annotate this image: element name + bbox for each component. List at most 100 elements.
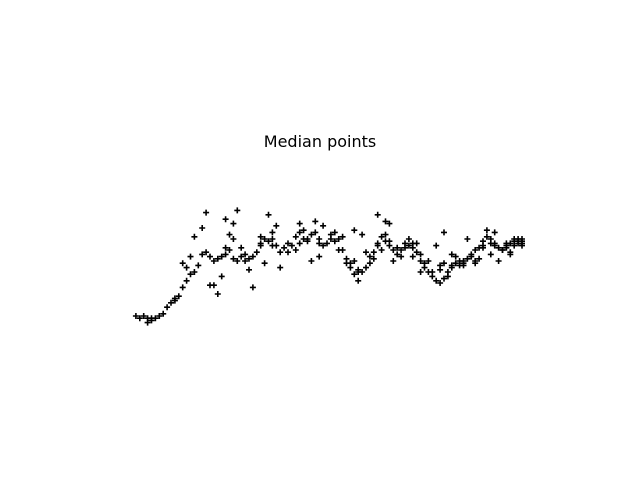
scatter-point — [374, 211, 381, 218]
scatter-point — [433, 277, 440, 284]
scatter-point — [285, 240, 291, 247]
scatter-point — [464, 236, 471, 242]
scatter-point — [152, 315, 159, 322]
scatter-point — [363, 264, 369, 271]
scatter-point — [355, 266, 362, 273]
scatter-point — [179, 260, 186, 267]
scatter-point — [355, 277, 362, 284]
scatter-point — [296, 220, 303, 227]
scatter-point — [429, 269, 436, 275]
scatter-point — [378, 233, 385, 240]
scatter-point — [327, 231, 334, 238]
scatter-point — [136, 315, 143, 322]
scatter-point — [285, 249, 291, 256]
scatter-point — [476, 255, 483, 262]
scatter-point — [261, 236, 268, 242]
scatter-point — [441, 260, 447, 267]
scatter-point — [300, 227, 307, 234]
scatter-point — [273, 222, 280, 229]
scatter-point — [386, 242, 393, 249]
scatter-point — [320, 242, 327, 249]
scatter-point — [132, 313, 139, 319]
scatter-point — [472, 247, 479, 253]
scatter-marks — [132, 207, 525, 326]
scatter-point — [269, 242, 276, 249]
scatter-point — [452, 253, 459, 260]
scatter-point — [249, 284, 256, 291]
scatter-point — [413, 240, 420, 247]
scatter-point — [394, 251, 401, 258]
scatter-point — [207, 253, 213, 260]
scatter-point — [366, 253, 373, 260]
scatter-point — [175, 293, 182, 300]
scatter-point — [261, 260, 268, 267]
scatter-point — [421, 260, 428, 267]
scatter-point — [281, 244, 288, 251]
scatter-point — [468, 253, 475, 260]
scatter-point — [441, 275, 447, 282]
scatter-point — [242, 251, 249, 258]
scatter-point — [448, 251, 455, 258]
scatter-point — [234, 207, 241, 214]
scatter-point — [339, 233, 346, 240]
scatter-point — [351, 258, 358, 264]
scatter-point — [277, 264, 284, 271]
scatter-point — [218, 253, 225, 260]
scatter-point — [312, 229, 319, 236]
scatter-point — [359, 231, 366, 238]
scatter-point — [238, 253, 245, 260]
scatter-point — [495, 244, 502, 251]
scatter-point — [234, 258, 241, 264]
scatter-point — [460, 260, 467, 267]
scatter-point — [308, 258, 315, 264]
scatter-point — [199, 251, 206, 258]
scatter-point — [441, 229, 447, 236]
scatter-point — [472, 260, 479, 267]
scatter-point — [390, 258, 397, 264]
scatter-point — [464, 255, 471, 262]
scatter-point — [417, 269, 424, 275]
scatter-point — [335, 247, 342, 253]
scatter-point — [503, 242, 510, 249]
scatter-point — [253, 249, 260, 256]
scatter-point — [277, 249, 284, 256]
scatter-point — [409, 244, 416, 251]
scatter-point — [413, 249, 420, 256]
scatter-point — [199, 225, 206, 231]
scatter-point — [203, 209, 210, 216]
scatter-point — [312, 218, 319, 225]
scatter-point — [519, 242, 525, 249]
scatter-point — [144, 319, 151, 326]
scatter-point — [405, 242, 412, 249]
scatter-point — [222, 244, 229, 251]
scatter-point — [398, 253, 405, 260]
scatter-point — [507, 251, 514, 258]
scatter-point — [288, 242, 295, 249]
scatter-point — [417, 251, 424, 258]
scatter-point — [394, 244, 401, 251]
scatter-point — [210, 258, 217, 264]
scatter-point — [238, 244, 245, 251]
scatter-point — [207, 282, 213, 289]
scatter-point — [246, 255, 252, 262]
scatter-point — [257, 233, 264, 240]
scatter-point — [483, 227, 490, 234]
scatter-point — [487, 240, 494, 247]
scatter-point — [390, 247, 397, 253]
scatter-point — [304, 236, 311, 242]
scatter-point — [433, 242, 440, 249]
scatter-point — [370, 249, 377, 256]
scatter-point — [265, 238, 272, 245]
scatter-point — [444, 273, 451, 280]
scatter-point — [456, 262, 463, 269]
scatter-point — [203, 249, 210, 256]
scatter-point — [230, 236, 237, 242]
scatter-point — [382, 238, 389, 245]
scatter-point — [398, 247, 405, 253]
scatter-point — [437, 262, 444, 269]
scatter-point — [417, 258, 424, 264]
scatter-point — [230, 220, 237, 227]
scatter-point — [269, 229, 276, 236]
scatter-point — [148, 317, 155, 324]
